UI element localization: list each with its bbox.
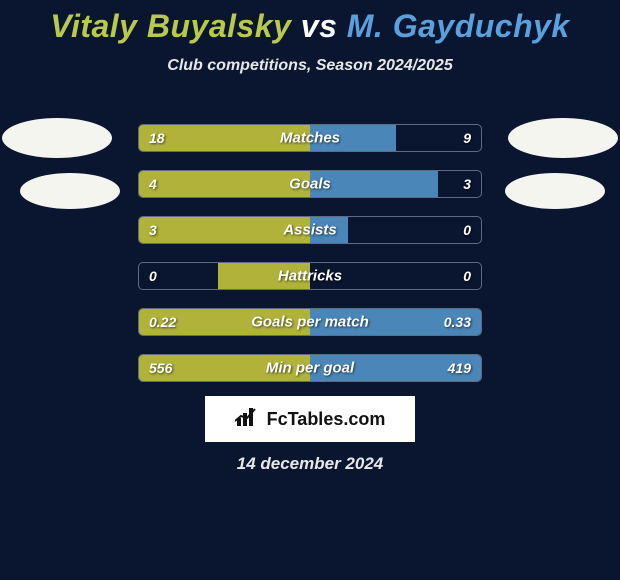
avatar-right-badge xyxy=(505,173,605,209)
stat-label: Assists xyxy=(283,222,336,239)
title-vs: vs xyxy=(291,8,346,44)
avatar-right-player xyxy=(508,118,618,158)
avatar-left-badge xyxy=(20,173,120,209)
stat-value-left: 18 xyxy=(149,130,165,146)
stat-fill-left xyxy=(139,171,310,197)
stat-value-left: 556 xyxy=(149,360,172,376)
stat-label: Goals xyxy=(289,176,331,193)
stat-value-right: 3 xyxy=(463,176,471,192)
stat-row: Hattricks 0 0 xyxy=(138,262,482,290)
stat-value-left: 0 xyxy=(149,268,157,284)
stat-label: Min per goal xyxy=(266,360,354,377)
stat-label: Hattricks xyxy=(278,268,342,285)
title-player-right: M. Gayduchyk xyxy=(347,8,570,44)
date-text: 14 december 2024 xyxy=(237,454,384,474)
stat-label: Matches xyxy=(280,130,340,147)
stat-value-right: 419 xyxy=(448,360,471,376)
stat-value-right: 0 xyxy=(463,268,471,284)
logo-box: FcTables.com xyxy=(205,396,415,442)
stats-container: Matches 18 9 Goals 4 3 Assists 3 0 Hattricks 0 0 Goa… xyxy=(138,124,482,400)
subtitle: Club competitions, Season 2024/2025 xyxy=(0,57,620,75)
stat-row: Goals per match 0.22 0.33 xyxy=(138,308,482,336)
stat-row: Assists 3 0 xyxy=(138,216,482,244)
stat-row: Goals 4 3 xyxy=(138,170,482,198)
stat-value-right: 0.33 xyxy=(444,314,471,330)
stat-value-left: 3 xyxy=(149,222,157,238)
stat-value-right: 9 xyxy=(463,130,471,146)
chart-icon xyxy=(235,406,261,433)
avatar-left-player xyxy=(2,118,112,158)
page-title: Vitaly Buyalsky vs M. Gayduchyk xyxy=(0,0,620,45)
stat-row: Matches 18 9 xyxy=(138,124,482,152)
stat-value-right: 0 xyxy=(463,222,471,238)
stat-row: Min per goal 556 419 xyxy=(138,354,482,382)
stat-value-left: 0.22 xyxy=(149,314,176,330)
stat-value-left: 4 xyxy=(149,176,157,192)
logo-text: FcTables.com xyxy=(267,409,386,430)
title-player-left: Vitaly Buyalsky xyxy=(50,8,291,44)
stat-label: Goals per match xyxy=(251,314,369,331)
